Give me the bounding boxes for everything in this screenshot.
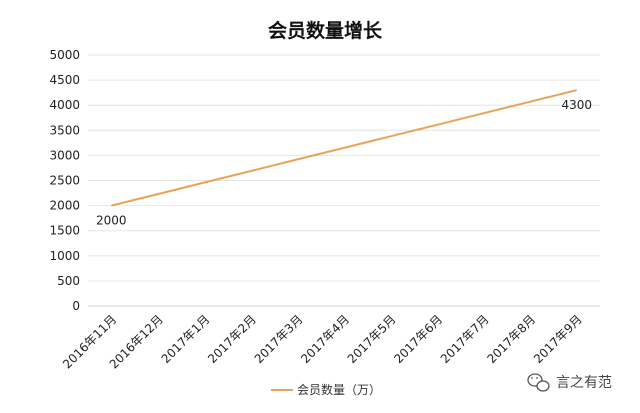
y-tick-label: 3500 (49, 123, 80, 137)
y-tick-label: 4000 (49, 98, 80, 112)
y-tick-label: 2000 (49, 199, 80, 213)
watermark: 言之有范 (527, 373, 612, 392)
y-tick-label: 2500 (49, 174, 80, 188)
label-layer: 2000 4300 (96, 98, 592, 227)
axis-layer: 0 500 1000 1500 2000 2500 3000 3500 4000 4500 5000… (49, 48, 584, 371)
x-tick-label: 2017年4月 (298, 312, 352, 366)
y-tick-label: 500 (57, 274, 80, 288)
wechat-icon (527, 373, 550, 392)
series-line (111, 89, 577, 207)
x-tick-label: 2017年7月 (438, 312, 492, 366)
y-tick-label: 1000 (49, 249, 80, 263)
x-tick-label: 2017年5月 (345, 312, 399, 366)
watermark-text: 言之有范 (556, 374, 612, 391)
x-tick-label: 2017年2月 (205, 312, 259, 366)
y-tick-label: 3000 (49, 148, 80, 162)
y-tick-label: 5000 (49, 48, 80, 62)
series-layer (111, 89, 577, 207)
x-tick-label: 2017年6月 (391, 312, 445, 366)
data-label: 4300 (561, 98, 592, 112)
legend: 会员数量（万） (271, 382, 381, 397)
y-tick-label: 1500 (49, 224, 80, 238)
grid-layer (88, 54, 600, 307)
chart-title: 会员数量增长 (268, 19, 383, 42)
x-tick-label: 2017年3月 (252, 312, 306, 366)
data-label: 2000 (96, 214, 127, 228)
legend-label: 会员数量（万） (297, 382, 381, 397)
x-tick-label: 2017年9月 (531, 312, 585, 366)
x-tick-label: 2017年1月 (159, 312, 213, 366)
x-tick-label: 2017年8月 (484, 312, 538, 366)
y-tick-label: 0 (72, 299, 80, 313)
y-tick-label: 4500 (49, 73, 80, 87)
